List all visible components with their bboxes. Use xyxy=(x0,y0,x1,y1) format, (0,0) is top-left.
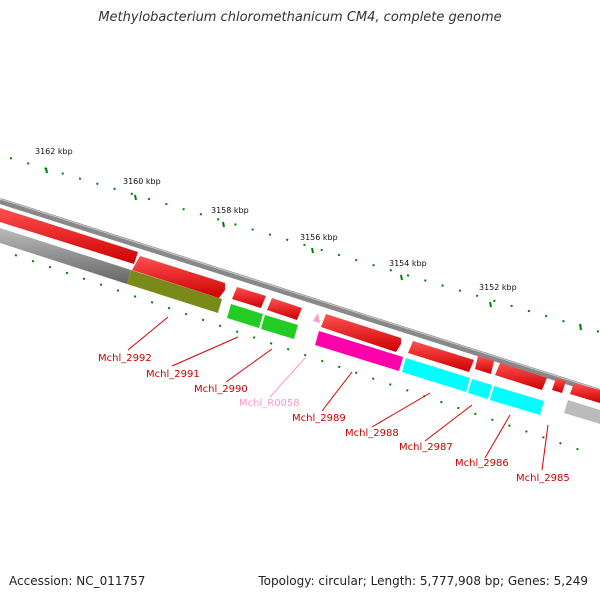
ruler-label: 3154 kbp xyxy=(389,259,427,268)
gene-feature-2992[interactable] xyxy=(0,208,138,264)
gene-feature-2985a[interactable] xyxy=(552,378,566,393)
cog-green-block-2 xyxy=(261,315,298,339)
gene-feature-2985b[interactable] xyxy=(570,383,600,403)
ruler-label: 3152 kbp xyxy=(479,283,517,292)
label-leaders xyxy=(127,316,549,471)
gene-label[interactable]: Mchl_2991 xyxy=(146,369,200,380)
gene-feature-2990a[interactable] xyxy=(232,287,266,308)
rna-feature-r0058[interactable] xyxy=(313,313,320,323)
gene-label[interactable]: Mchl_2992 xyxy=(98,353,152,364)
genome-summary-text: Topology: circular; Length: 5,777,908 bp… xyxy=(258,574,588,588)
gene-label[interactable]: Mchl_R0058 xyxy=(239,398,300,409)
gene-feature-2988[interactable] xyxy=(408,341,474,372)
gene-label[interactable]: Mchl_2987 xyxy=(399,442,453,453)
gene-feature-2990b[interactable] xyxy=(267,298,302,320)
gene-feature-2989[interactable] xyxy=(321,314,401,352)
genome-backbone xyxy=(0,198,600,395)
genome-title: Methylobacterium chloromethanicum CM4, c… xyxy=(98,10,502,25)
gene-feature-2987[interactable] xyxy=(475,356,494,374)
cog-pink-block xyxy=(315,331,403,371)
gene-label[interactable]: Mchl_2988 xyxy=(345,428,399,439)
ruler-label: 3160 kbp xyxy=(123,177,161,186)
cog-track xyxy=(0,228,600,424)
cog-olive-block xyxy=(127,270,222,313)
cog-cyan-block-2 xyxy=(468,379,492,399)
ruler-label: 3162 kbp xyxy=(35,147,73,156)
gene-feature-2986[interactable] xyxy=(495,363,547,390)
cds-features xyxy=(0,208,600,403)
ruler-ticks xyxy=(9,157,600,451)
cog-green-block-1 xyxy=(227,304,263,328)
accession-text: Accession: NC_011757 xyxy=(9,574,146,588)
ruler-label: 3156 kbp xyxy=(300,233,338,242)
gene-label[interactable]: Mchl_2985 xyxy=(516,473,570,484)
gene-feature-2991[interactable] xyxy=(132,256,225,298)
genome-backbone-highlight xyxy=(0,198,600,391)
gene-label[interactable]: Mchl_2990 xyxy=(194,384,248,395)
cog-cyan-block-1 xyxy=(402,358,470,392)
ruler-major-ticks xyxy=(45,167,582,331)
cog-cyan-block-3 xyxy=(490,386,544,415)
cog-gray-block-2 xyxy=(564,400,600,424)
ruler-label: 3158 kbp xyxy=(211,206,249,215)
gene-label[interactable]: Mchl_2989 xyxy=(292,413,346,424)
gene-label[interactable]: Mchl_2986 xyxy=(455,458,509,469)
cog-gray-block xyxy=(0,228,131,284)
